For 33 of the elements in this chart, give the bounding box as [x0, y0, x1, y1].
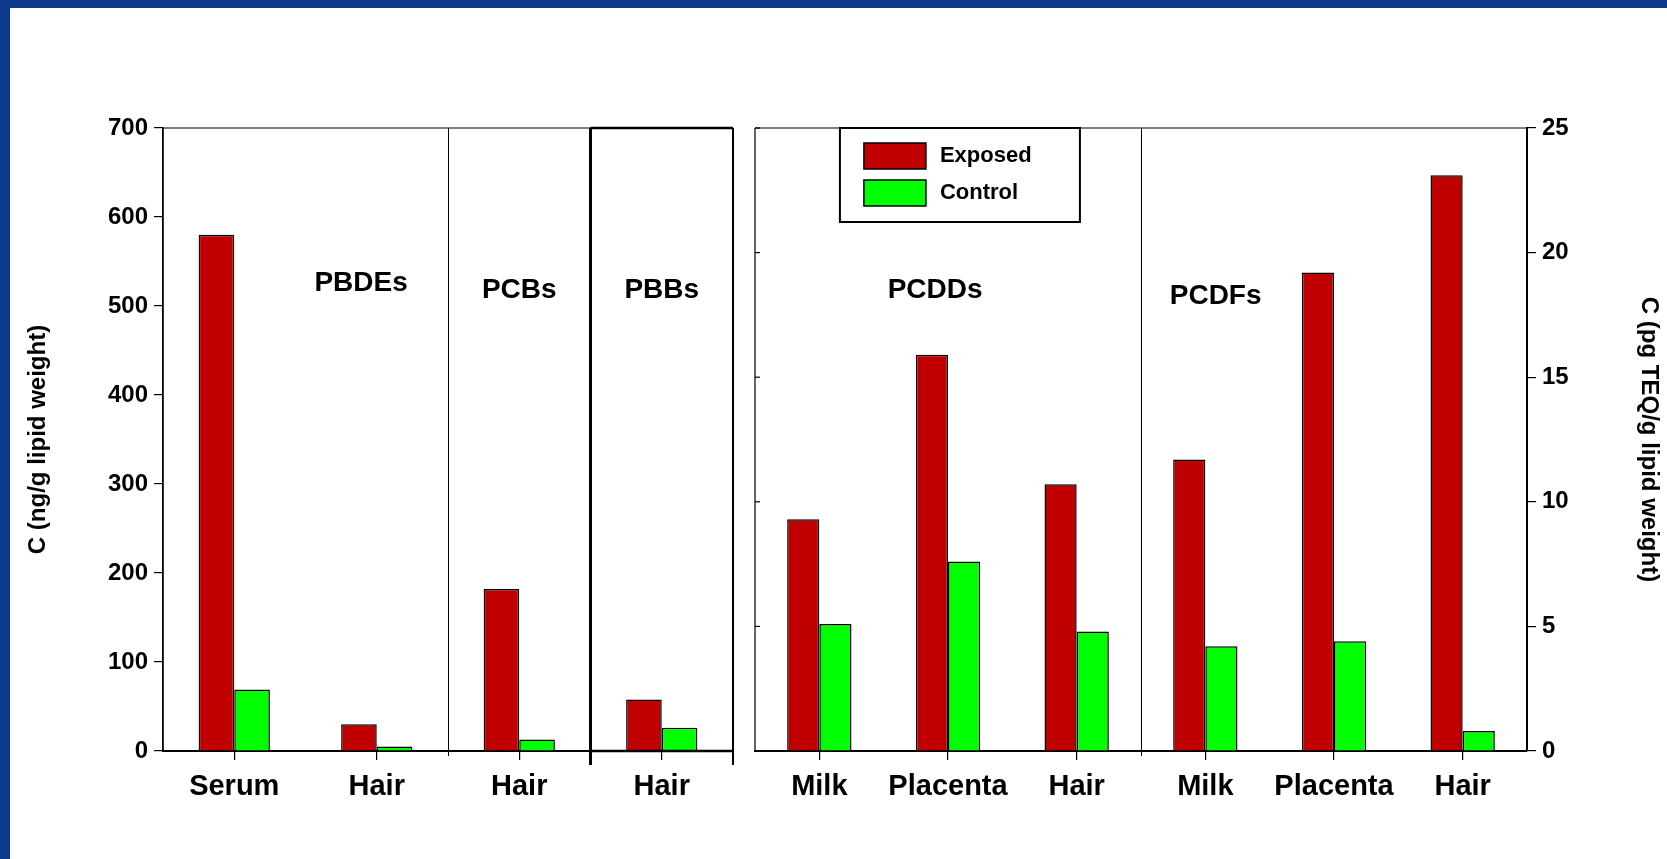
y-tick-label: 0 [134, 735, 148, 763]
annotation: PBDEs [314, 266, 408, 298]
x-tick-label: Hair [491, 769, 548, 802]
y-tick-label: 600 [107, 201, 148, 229]
annotation: PBBs [624, 272, 700, 304]
y2-tick-label: 25 [1542, 112, 1569, 140]
legend-label: Exposed [939, 142, 1032, 168]
y-tick-label: 200 [107, 557, 148, 585]
x-tick-label: Hair [1048, 769, 1105, 802]
y2-tick-label: 15 [1542, 361, 1569, 389]
y2-tick-label: 5 [1542, 611, 1556, 639]
annotation: PCDDs [887, 272, 983, 304]
y2-tick-label: 20 [1542, 237, 1569, 265]
legend-label: Control [939, 179, 1019, 205]
y-tick-label: 100 [107, 646, 148, 674]
x-tick-label: Hair [1434, 769, 1491, 802]
y2-tick-label: 0 [1542, 735, 1556, 763]
x-tick-label: Hair [348, 769, 405, 802]
annotation: PCDFs [1169, 278, 1262, 310]
x-tick-label: Placenta [888, 769, 1009, 802]
x-tick-label: Milk [791, 769, 849, 802]
x-tick-label: Serum [189, 769, 280, 802]
y2-axis-title: C (pg TEQ/g lipid weight) [1636, 296, 1664, 583]
y-axis-title: C (ng/g lipid weight) [23, 324, 51, 555]
y-tick-label: 700 [107, 112, 148, 140]
y-tick-label: 400 [107, 379, 148, 407]
y-tick-label: 500 [107, 290, 148, 318]
x-tick-label: Hair [633, 769, 690, 802]
y2-tick-label: 10 [1542, 486, 1569, 514]
x-tick-label: Placenta [1274, 769, 1395, 802]
x-tick-label: Milk [1177, 769, 1235, 802]
annotation: PCBs [481, 272, 557, 304]
y-tick-label: 300 [107, 468, 148, 496]
